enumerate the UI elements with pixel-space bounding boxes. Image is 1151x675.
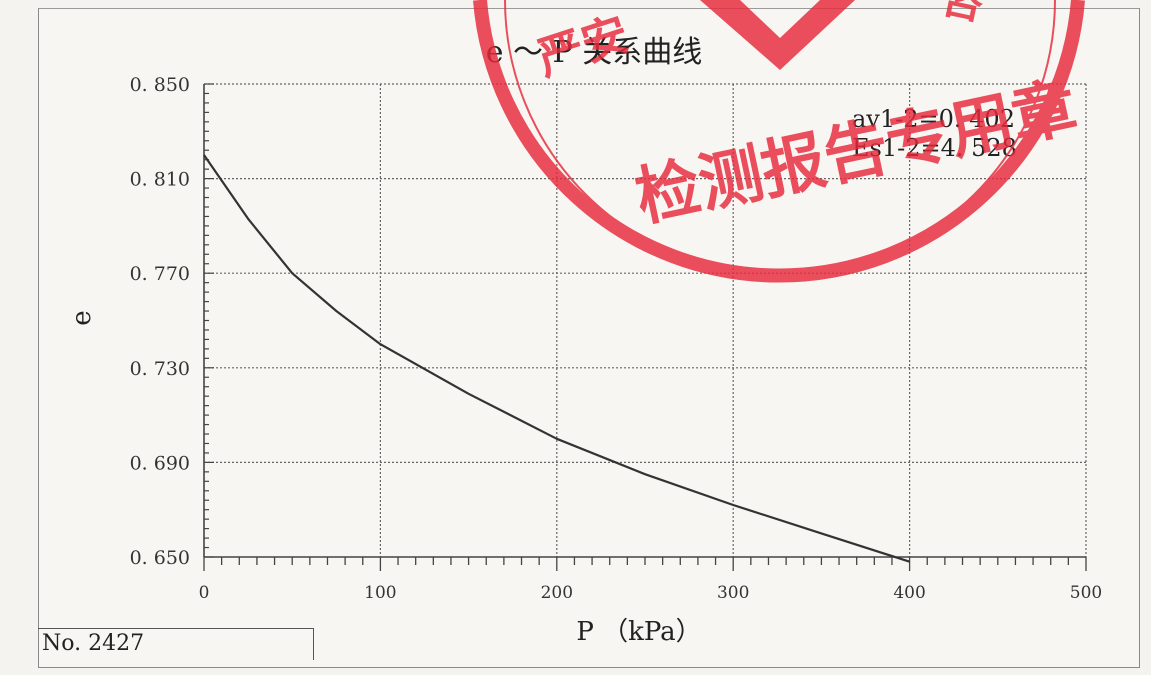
annotation-av: av1-2=0. 402	[852, 105, 1015, 133]
sample-number-box: No. 2427	[38, 628, 314, 660]
sample-number: No. 2427	[42, 631, 145, 656]
x-tick-label: 300	[717, 583, 749, 603]
y-tick-label: 0. 730	[130, 358, 190, 380]
x-tick-label: 400	[893, 583, 925, 603]
x-tick-label: 200	[541, 583, 573, 603]
e-p-curve	[203, 154, 910, 563]
y-tick-label: 0. 650	[130, 547, 190, 569]
y-axis-label: e	[67, 310, 97, 325]
chart-title: e ～ P 关系曲线	[486, 35, 703, 70]
x-tick-label: 0	[199, 583, 210, 603]
y-tick-label: 0. 810	[130, 169, 190, 191]
x-tick-label: 500	[1070, 583, 1102, 603]
x-axis-label: P （kPa）	[576, 617, 701, 647]
annotation-es: Es1-2=4. 528	[852, 134, 1017, 162]
y-tick-label: 0. 690	[130, 452, 190, 474]
y-tick-label: 0. 850	[130, 74, 190, 96]
x-tick-label: 100	[364, 583, 396, 603]
y-tick-label: 0. 770	[130, 263, 190, 285]
